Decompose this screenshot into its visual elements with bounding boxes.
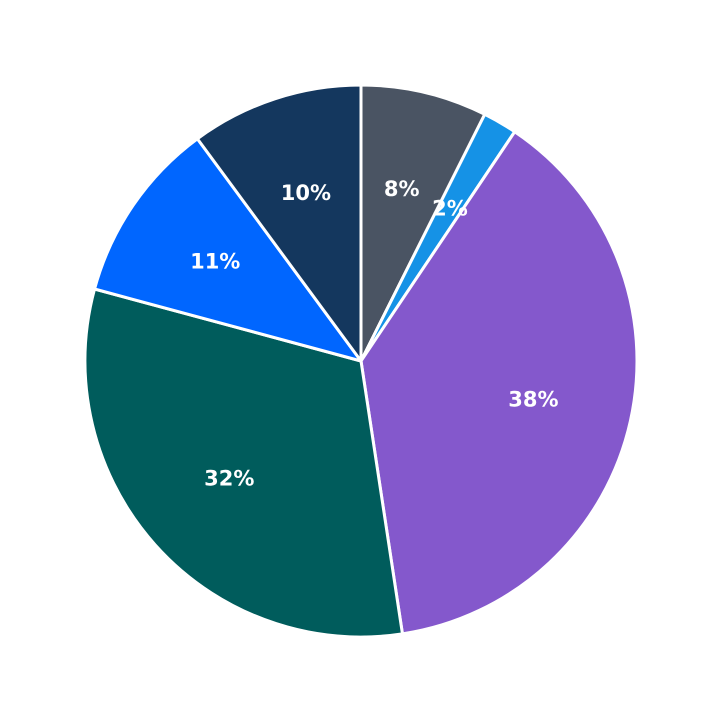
pie-slice <box>83 287 404 639</box>
slice-label: 38% <box>508 388 558 412</box>
slice-label: 10% <box>281 181 331 205</box>
slice-label: 11% <box>190 249 240 273</box>
pie-slice <box>359 130 639 636</box>
pie-slice <box>93 137 363 363</box>
slice-label: 8% <box>384 177 420 201</box>
pie-slice <box>195 83 363 363</box>
slice-label: 2% <box>432 196 468 220</box>
pie-slice <box>359 83 487 363</box>
slice-label: 32% <box>204 467 254 491</box>
